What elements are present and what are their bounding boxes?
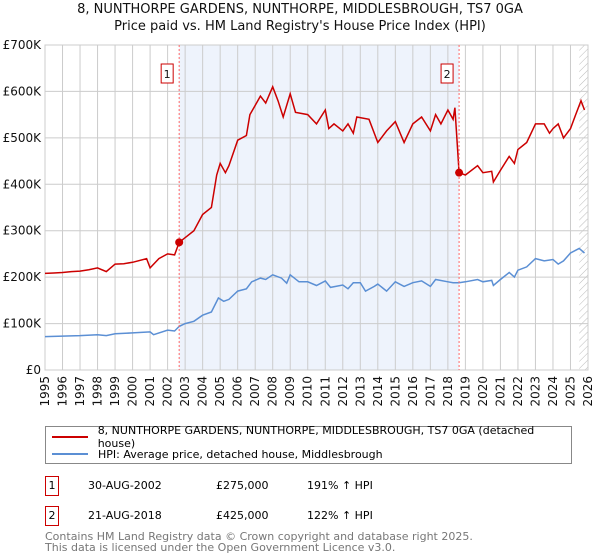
x-tick-label: 2014 <box>371 376 385 407</box>
x-tick-label: 2018 <box>441 376 455 407</box>
y-tick-label: £700K <box>3 38 43 52</box>
sale-point <box>455 168 464 177</box>
x-tick-label: 2005 <box>213 376 227 407</box>
transaction-number: 1 <box>45 476 59 496</box>
x-tick-label: 2019 <box>458 376 472 407</box>
chart-legend: 8, NUNTHORPE GARDENS, NUNTHORPE, MIDDLES… <box>45 424 572 464</box>
transaction-number: 2 <box>45 506 59 526</box>
x-tick-label: 2022 <box>511 376 525 407</box>
transaction-date: 21-AUG-2018 <box>88 509 162 522</box>
transaction-hpi: 122% ↑ HPI <box>307 509 373 522</box>
legend-label-property: 8, NUNTHORPE GARDENS, NUNTHORPE, MIDDLES… <box>97 424 535 450</box>
price-chart: 1 2 £0 £100K £200K £300K £400K £500K £600K £700K 1… <box>3 38 595 407</box>
y-tick-label: £300K <box>3 224 43 238</box>
transaction-date: 30-AUG-2002 <box>88 479 162 492</box>
series-line-hpi <box>44 247 585 338</box>
x-tick-label: 2010 <box>301 376 315 407</box>
y-tick-label: £100K <box>3 317 43 331</box>
x-tick-label: 2006 <box>231 376 245 407</box>
series-line-property <box>44 84 586 275</box>
annotation-box <box>440 63 454 84</box>
x-tick-label: 2004 <box>196 376 210 407</box>
x-tick-label: 2013 <box>353 376 367 407</box>
x-tick-label: 2012 <box>336 376 350 407</box>
x-tick-label: 1996 <box>56 376 70 407</box>
transaction-price: £275,000 <box>216 479 269 492</box>
footer-licence: This data is licensed under the Open Gov… <box>45 541 396 554</box>
y-tick-label: £600K <box>3 84 43 98</box>
x-tick-label: 1997 <box>73 376 87 407</box>
annotation-label: 2 <box>444 68 451 81</box>
chart-title: 8, NUNTHORPE GARDENS, NUNTHORPE, MIDDLES… <box>77 2 523 17</box>
x-tick-label: 2001 <box>143 376 157 407</box>
x-tick-label: 2017 <box>423 376 437 407</box>
x-tick-label: 2021 <box>493 376 507 407</box>
x-tick-label: 1999 <box>108 376 122 407</box>
x-tick-label: 2000 <box>126 376 140 407</box>
x-tick-label: 2007 <box>248 376 262 407</box>
x-tick-label: 2009 <box>283 376 297 407</box>
x-tick-label: 2008 <box>266 376 280 407</box>
transaction-price: £425,000 <box>216 509 269 522</box>
footer-copyright: Contains HM Land Registry data © Crown c… <box>45 530 473 543</box>
y-tick-label: £0 <box>26 363 41 377</box>
x-tick-label: 2025 <box>563 376 577 407</box>
shaded-ownership-period <box>179 45 460 370</box>
legend-swatch-property <box>52 436 88 438</box>
x-tick-label: 1998 <box>91 376 105 407</box>
legend-swatch-hpi <box>52 453 88 455</box>
y-tick-label: £500K <box>3 131 43 145</box>
annotation-box <box>160 63 174 84</box>
x-tick-label: 2015 <box>388 376 402 407</box>
sale-point <box>175 238 184 247</box>
x-tick-label: 1995 <box>38 376 52 407</box>
x-tick-label: 2016 <box>406 376 420 407</box>
transaction-hpi: 191% ↑ HPI <box>307 479 373 492</box>
x-tick-label: 2026 <box>581 376 595 407</box>
chart-subtitle: Price paid vs. HM Land Registry's House … <box>114 19 486 34</box>
hatched-future-region <box>579 45 588 370</box>
x-tick-label: 2003 <box>178 376 192 407</box>
x-tick-label: 2002 <box>161 376 175 407</box>
y-tick-label: £200K <box>3 270 43 284</box>
y-tick-label: £400K <box>3 177 43 191</box>
legend-label-hpi: HPI: Average price, detached house, Midd… <box>98 447 383 461</box>
x-tick-label: 2011 <box>318 376 332 407</box>
x-tick-label: 2023 <box>528 376 542 407</box>
x-tick-label: 2024 <box>546 376 560 407</box>
annotation-label: 1 <box>164 68 171 81</box>
x-tick-label: 2020 <box>476 376 490 407</box>
